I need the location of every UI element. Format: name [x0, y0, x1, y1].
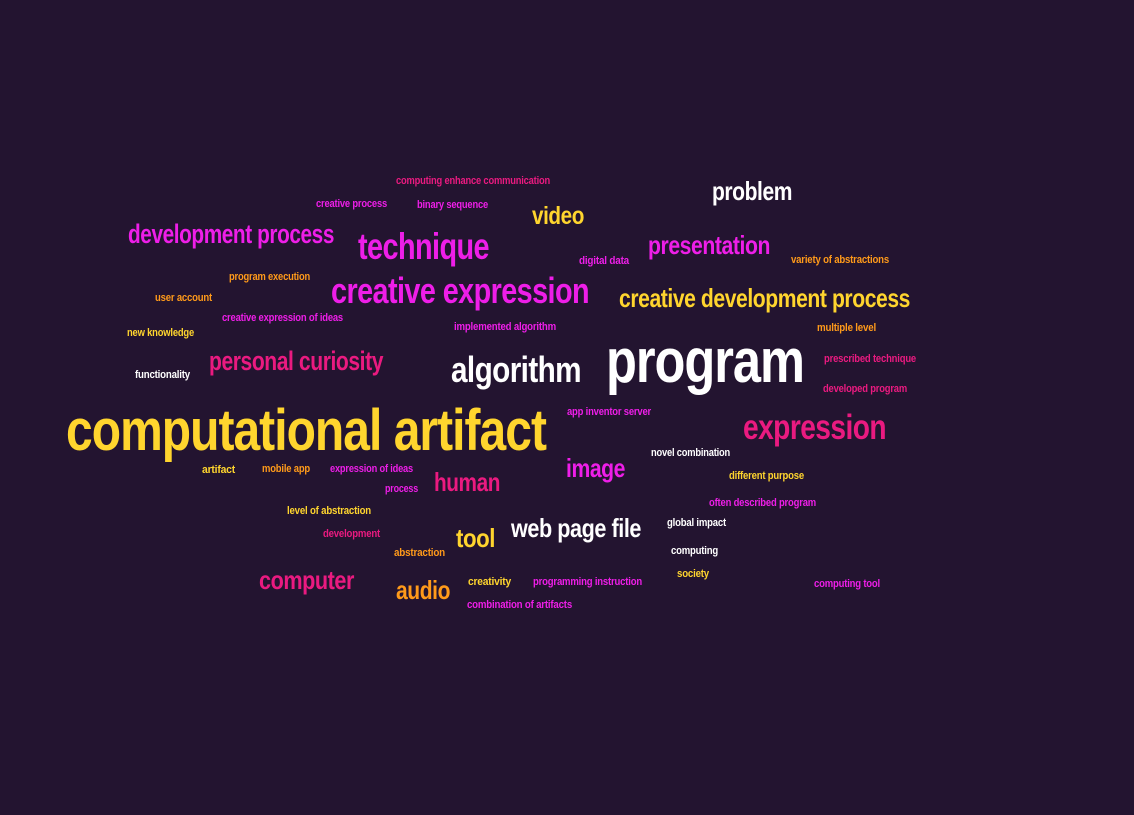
word-presentation: presentation: [648, 230, 770, 260]
word-binary-sequence: binary sequence: [417, 199, 488, 211]
word-image: image: [566, 453, 626, 483]
word-abstraction: abstraction: [394, 547, 445, 559]
word-development-process: development process: [128, 219, 334, 249]
word-creative-process: creative process: [316, 198, 388, 210]
word-different-purpose: different purpose: [729, 470, 805, 482]
word-user-account: user account: [155, 292, 213, 304]
word-creative-expression: creative expression: [331, 270, 590, 311]
word-variety-of-abstractions: variety of abstractions: [791, 254, 889, 266]
word-digital-data: digital data: [579, 255, 630, 267]
word-creative-development-process: creative development process: [619, 283, 910, 313]
word-new-knowledge: new knowledge: [127, 327, 195, 339]
word-development: development: [323, 528, 381, 540]
word-global-impact: global impact: [667, 517, 726, 529]
word-computer: computer: [259, 565, 355, 595]
word-personal-curiosity: personal curiosity: [209, 346, 384, 376]
word-computing-tool: computing tool: [814, 578, 880, 590]
word-program-execution: program execution: [229, 271, 311, 283]
word-audio: audio: [396, 575, 451, 605]
word-tool: tool: [456, 523, 496, 553]
word-creative-expression-of-ideas: creative expression of ideas: [222, 312, 343, 324]
word-process: process: [385, 483, 419, 495]
word-combination-of-artifacts: combination of artifacts: [467, 599, 573, 611]
word-creativity: creativity: [468, 576, 512, 588]
word-computational-artifact: computational artifact: [66, 398, 547, 463]
word-artifact: artifact: [202, 464, 236, 476]
word-human: human: [434, 467, 501, 497]
word-video: video: [532, 202, 585, 230]
word-multiple-level: multiple level: [817, 322, 877, 334]
word-expression: expression: [743, 408, 887, 447]
word-expression-of-ideas: expression of ideas: [330, 463, 414, 475]
word-algorithm: algorithm: [451, 349, 582, 390]
word-programming-instruction: programming instruction: [533, 576, 642, 588]
word-program: program: [606, 327, 805, 396]
word-developed-program: developed program: [823, 383, 907, 395]
word-society: society: [677, 568, 709, 580]
word-implemented-algorithm: implemented algorithm: [454, 321, 556, 333]
word-mobile-app: mobile app: [262, 463, 311, 475]
word-web-page-file: web page file: [511, 513, 642, 543]
word-often-described-program: often described program: [709, 497, 816, 509]
word-functionality: functionality: [135, 369, 191, 381]
word-technique: technique: [358, 226, 490, 267]
word-novel-combination: novel combination: [651, 447, 731, 459]
word-prescribed-technique: prescribed technique: [824, 353, 916, 365]
word-level-of-abstraction: level of abstraction: [287, 505, 372, 517]
word-computing: computing: [671, 545, 718, 557]
word-app-inventor-server: app inventor server: [567, 406, 651, 418]
word-computing-enhance-communication: computing enhance communication: [396, 175, 551, 187]
word-problem: problem: [712, 176, 793, 206]
